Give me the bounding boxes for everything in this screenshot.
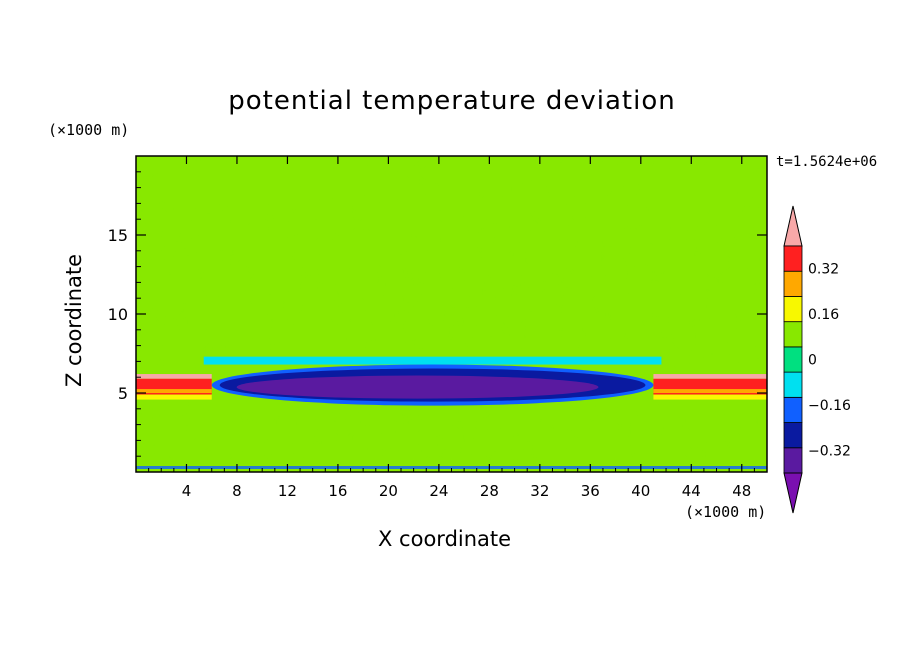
x-tick-label: 12 (278, 482, 297, 500)
colorbar-tick-label: −0.32 (808, 443, 851, 459)
colorbar-bin (783, 245, 803, 272)
colorbar-bin (783, 447, 803, 474)
x-tick-label: 28 (480, 482, 499, 500)
colorbar-bin (783, 396, 803, 423)
warm-band-stripe (136, 389, 212, 394)
field-patch (420, 158, 540, 188)
x-tick-label: 40 (631, 482, 650, 500)
surface-layer (136, 466, 767, 469)
x-axis-label: X coordinate (378, 527, 512, 551)
x-tick-label: 24 (429, 482, 448, 500)
x-unit-label: (×1000 m) (685, 503, 767, 521)
x-tick-label: 32 (530, 482, 549, 500)
y-tick-label: 5 (118, 384, 128, 403)
y-tick-label: 10 (108, 305, 128, 324)
colorbar-bin (783, 346, 803, 373)
colorbar-tick-label: 0.16 (808, 307, 839, 323)
x-tick-label: 8 (232, 482, 242, 500)
colorbar-bin (783, 371, 803, 398)
warm-band-edge (136, 394, 212, 400)
cold-pool-edge (203, 356, 662, 365)
colorbar-bin (783, 321, 803, 348)
field-patch (520, 230, 750, 240)
colorbar-tick-label: 0.32 (808, 262, 839, 278)
x-tick-label: 20 (379, 482, 398, 500)
field-patch (300, 175, 420, 195)
colorbar-extend-high (783, 205, 803, 247)
warm-band-stripe (653, 389, 767, 394)
field-patch (540, 160, 630, 195)
colorbar-bin (783, 296, 803, 323)
colorbar-bin (783, 270, 803, 297)
y-tick-label: 15 (108, 226, 128, 245)
field-texture (136, 156, 767, 472)
cold-pool-core (236, 375, 599, 399)
x-tick-label: 36 (581, 482, 600, 500)
chart-title: potential temperature deviation (228, 86, 676, 116)
x-tick-label: 4 (182, 482, 192, 500)
y-unit-label: (×1000 m) (48, 121, 130, 139)
field-patch (180, 240, 480, 252)
warm-band-top (136, 374, 212, 379)
colorbar-tick-label: −0.16 (808, 398, 851, 414)
y-axis-label: Z coordinate (62, 253, 86, 387)
colorbar-bin (783, 422, 803, 449)
time-label: t=1.5624e+06 (776, 154, 878, 170)
x-tick-label: 16 (328, 482, 347, 500)
colorbar: 0.32 0.16 0 −0.16 −0.32 (783, 205, 851, 514)
x-tick-label: 44 (682, 482, 701, 500)
colorbar-extend-low (783, 472, 803, 514)
field-patch (650, 165, 760, 195)
warm-band-edge (653, 394, 767, 400)
plot-area (136, 156, 767, 472)
colorbar-tick-label: 0 (808, 353, 817, 369)
warm-band-top (653, 374, 767, 379)
x-tick-label: 48 (732, 482, 751, 500)
